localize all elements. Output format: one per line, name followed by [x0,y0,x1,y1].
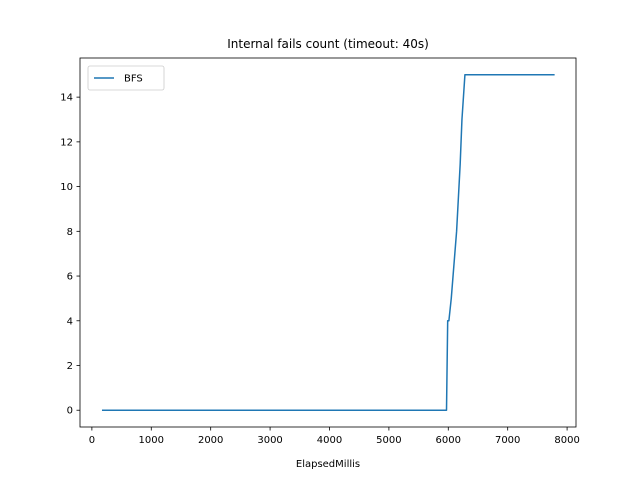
ticks: 0 1000 2000 3000 4000 5000 6000 7000 8000 0 2 4 6 8 10… [60,93,580,446]
legend: BFS [87,65,165,91]
y-tick-label: 2 [67,361,73,372]
y-tick-label: 14 [60,93,73,104]
series-line-bfs [101,74,555,411]
x-tick-label: 7000 [495,435,520,446]
x-tick-label: 2000 [198,435,223,446]
x-tick-label: 0 [89,435,95,446]
x-tick-label: 3000 [257,435,282,446]
y-tick-label: 12 [60,137,73,148]
legend-box [87,65,165,91]
y-tick-label: 8 [67,227,73,238]
axes [79,57,577,428]
y-tick-label: 0 [67,406,73,417]
legend-label: BFS [124,74,143,85]
y-tick-label: 6 [67,272,73,283]
y-tick-label: 4 [67,316,73,327]
y-tick-label: 10 [60,182,73,193]
x-tick-label: 5000 [376,435,401,446]
x-tick-label: 8000 [554,435,579,446]
x-tick-label: 1000 [139,435,164,446]
x-axis-label: ElapsedMillis [296,459,360,470]
series-group [101,74,555,411]
chart-title: Internal fails count (timeout: 40s) [227,37,429,51]
plot-frame [79,57,577,428]
x-tick-label: 4000 [317,435,342,446]
x-tick-label: 6000 [436,435,461,446]
